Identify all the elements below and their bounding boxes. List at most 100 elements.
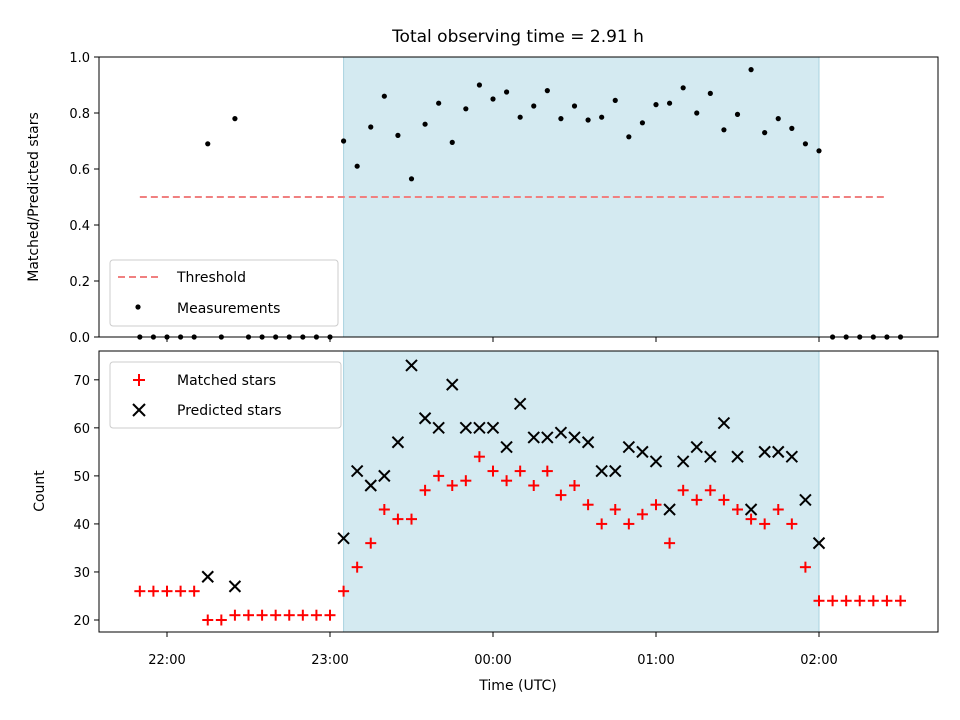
predicted-star-point: [609, 464, 622, 478]
matched-star-point: [840, 595, 852, 607]
matched-star-point: [175, 585, 187, 597]
bottom-x-ticks: 22:00 23:00 00:00 01:00 02:00: [148, 632, 838, 668]
x-tick-label: 02:00: [800, 653, 837, 668]
measurement-point: [694, 110, 700, 116]
predicted-star-point: [554, 426, 568, 439]
predicted-star-point: [513, 397, 527, 411]
matched-star-point: [406, 513, 417, 525]
legend-measurements-swatch: [135, 304, 141, 310]
predicted-star-point: [432, 421, 445, 435]
bottom-y-axis-label: Count: [32, 470, 48, 512]
matched-star-point: [338, 585, 350, 597]
matched-star-point: [609, 504, 621, 516]
matched-star-point: [365, 537, 377, 549]
x-tick-label: 01:00: [637, 653, 674, 668]
x-tick-label: 22:00: [148, 653, 185, 668]
measurement-point: [436, 100, 442, 106]
matched-star-point: [772, 504, 784, 516]
predicted-star-point: [446, 378, 459, 391]
matched-star-point: [392, 513, 404, 525]
chart-title: Total observing time = 2.91 h: [391, 27, 644, 47]
top-y-tick-label: 0.6: [69, 163, 90, 178]
x-axis-label: Time (UTC): [478, 678, 556, 694]
measurement-point: [816, 148, 822, 154]
legend-predicted-swatch: [132, 403, 146, 417]
predicted-star-point: [364, 479, 377, 492]
matched-star-point: [786, 518, 798, 530]
measurement-point: [517, 114, 523, 120]
predicted-star-point: [581, 436, 595, 449]
predicted-star-point: [527, 431, 540, 444]
matched-star-point: [243, 609, 254, 621]
predicted-star-point: [350, 464, 364, 478]
matched-star-point: [351, 561, 363, 573]
matched-star-point: [134, 585, 146, 597]
predicted-stars-points: [201, 359, 826, 593]
matched-star-point: [854, 595, 866, 607]
predicted-star-point: [378, 469, 391, 483]
top-y-ticks: 0.0 0.2 0.4 0.6 0.8 1.0: [69, 51, 99, 346]
predicted-star-point: [690, 440, 703, 454]
matched-star-point: [433, 470, 445, 482]
predicted-star-point: [228, 580, 242, 593]
top-y-tick-label: 1.0: [69, 51, 90, 66]
matched-star-point: [324, 609, 336, 621]
legend-measurements-label: Measurements: [177, 301, 280, 317]
measurement-point: [626, 134, 632, 140]
predicted-star-point: [418, 412, 432, 425]
predicted-star-point: [649, 455, 663, 468]
top-legend: Threshold Measurements: [109, 259, 339, 327]
predicted-star-point: [405, 359, 418, 372]
measurement-point: [789, 125, 795, 131]
matched-stars-points: [134, 451, 906, 626]
bottom-y-tick-label: 60: [73, 422, 90, 437]
predicted-star-point: [785, 450, 799, 463]
matched-star-point: [147, 585, 159, 597]
top-plot-frame: [98, 56, 939, 338]
matched-star-point: [270, 609, 282, 621]
matched-star-point: [732, 504, 743, 516]
measurement-point: [354, 163, 360, 169]
matched-star-point: [256, 609, 268, 621]
predicted-star-point: [391, 436, 405, 449]
predicted-star-point: [459, 421, 473, 435]
measurement-point: [368, 124, 374, 130]
predicted-star-point: [595, 464, 608, 478]
measurement-point: [503, 89, 510, 95]
matched-star-point: [881, 595, 893, 607]
measurement-point: [490, 96, 496, 102]
predicted-star-point: [337, 532, 350, 545]
matched-star-point: [555, 489, 567, 501]
measurement-point: [476, 82, 483, 88]
bottom-shaded-region: [343, 350, 820, 633]
matched-star-point: [215, 614, 227, 626]
measurement-point: [531, 103, 537, 109]
predicted-star-point: [568, 431, 581, 444]
matched-star-point: [514, 465, 526, 477]
measurement-point: [408, 176, 415, 182]
legend-threshold-label: Threshold: [176, 270, 246, 286]
bottom-panel: 20 30 40 50 60 70 22:00 23:00 00:00 01:00 02:00 C…: [32, 350, 939, 694]
bottom-y-tick-label: 70: [73, 374, 90, 389]
matched-star-point: [895, 595, 906, 607]
predicted-star-point: [541, 431, 554, 444]
matched-star-point: [827, 595, 839, 607]
predicted-star-point: [758, 445, 771, 459]
top-y-tick-label: 0.8: [69, 107, 90, 122]
matched-star-point: [487, 465, 499, 477]
matched-star-point: [623, 518, 635, 530]
matched-star-point: [718, 494, 730, 506]
bottom-plot-frame: [98, 350, 939, 633]
predicted-star-point: [744, 503, 758, 516]
predicted-star-point: [663, 503, 676, 516]
matched-star-point: [297, 609, 309, 621]
top-y-axis-label: Matched/Predicted stars: [26, 112, 42, 282]
top-y-tick-label: 0.0: [69, 331, 90, 346]
predicted-star-point: [636, 445, 649, 459]
matched-star-point: [813, 595, 825, 607]
bottom-y-tick-label: 20: [73, 614, 90, 629]
predicted-star-point: [500, 440, 513, 454]
predicted-star-point: [799, 493, 812, 507]
x-tick-label: 23:00: [311, 653, 348, 668]
